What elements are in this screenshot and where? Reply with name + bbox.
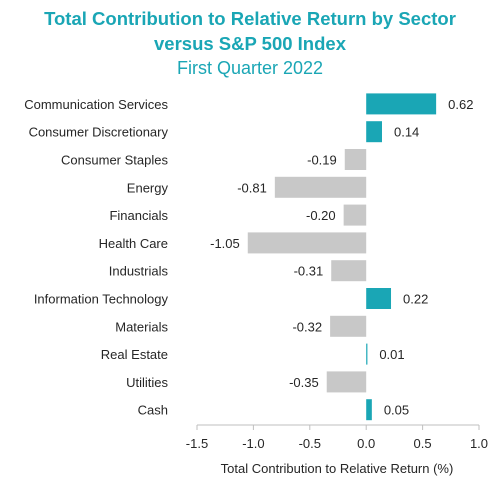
category-label: Consumer Staples xyxy=(61,153,168,168)
data-label: -0.32 xyxy=(292,319,322,334)
x-tick-label: -1.0 xyxy=(242,436,264,451)
data-label: 0.14 xyxy=(394,125,419,140)
chart-subtitle: First Quarter 2022 xyxy=(176,58,324,78)
x-tick-label: 0.0 xyxy=(357,436,375,451)
x-tick-label: -1.5 xyxy=(186,436,208,451)
category-label: Real Estate xyxy=(101,347,168,362)
bar xyxy=(274,176,367,198)
x-tick-label: 1.0 xyxy=(470,436,488,451)
bar xyxy=(343,204,367,226)
data-label: 0.01 xyxy=(379,347,404,362)
category-label: Consumer Discretionary xyxy=(29,125,169,140)
category-label: Financials xyxy=(109,208,168,223)
x-tick-label: -0.5 xyxy=(299,436,321,451)
bar xyxy=(366,399,372,421)
x-tick-label: 0.5 xyxy=(414,436,432,451)
bar xyxy=(366,343,368,365)
category-label: Utilities xyxy=(126,375,168,390)
bar xyxy=(366,121,382,143)
data-label: 0.05 xyxy=(384,403,409,418)
bar xyxy=(330,315,367,337)
data-label: -0.19 xyxy=(307,153,337,168)
data-label: 0.62 xyxy=(448,97,473,112)
data-label: -0.35 xyxy=(289,375,319,390)
data-label: 0.22 xyxy=(403,292,428,307)
category-label: Cash xyxy=(138,403,168,418)
data-label: -0.20 xyxy=(306,208,336,223)
category-label: Health Care xyxy=(99,236,168,251)
bar xyxy=(331,260,367,282)
bar xyxy=(326,371,367,393)
chart-title: Total Contribution to Relative Return by… xyxy=(44,8,456,29)
data-label: -1.05 xyxy=(210,236,240,251)
category-label: Information Technology xyxy=(34,292,169,307)
x-axis-label: Total Contribution to Relative Return (%… xyxy=(221,461,454,476)
bar xyxy=(247,232,367,254)
category-label: Energy xyxy=(127,180,169,195)
category-label: Industrials xyxy=(109,264,169,279)
category-label: Communication Services xyxy=(24,97,168,112)
category-label: Materials xyxy=(115,319,168,334)
chart-title-line2: versus S&P 500 Index xyxy=(154,33,346,54)
bar xyxy=(366,93,437,115)
data-label: -0.31 xyxy=(294,264,324,279)
bar xyxy=(344,149,367,170)
bar xyxy=(366,288,392,309)
data-label: -0.81 xyxy=(237,180,267,195)
